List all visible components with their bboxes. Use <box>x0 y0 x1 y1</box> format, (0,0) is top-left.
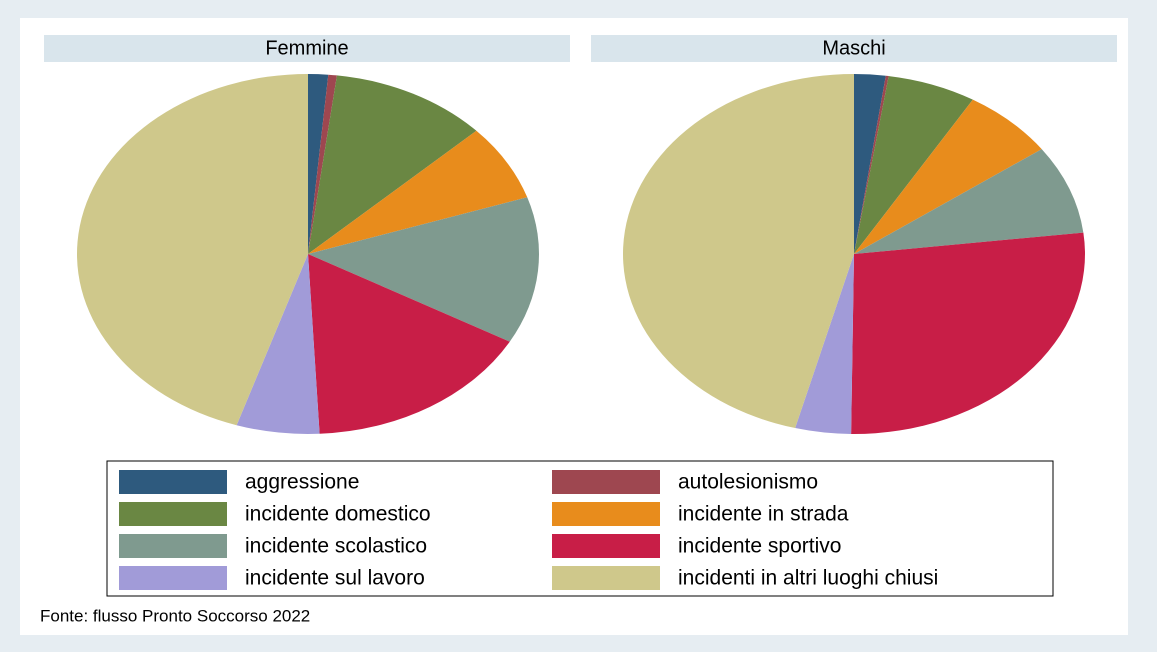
legend-label: incidenti in altri luoghi chiusi <box>678 567 938 590</box>
pie-slice <box>308 130 528 254</box>
legend-swatch <box>552 566 660 590</box>
pie-slice <box>236 254 320 434</box>
pie-slice <box>308 74 329 254</box>
legend-label: incidente sul lavoro <box>245 567 425 590</box>
legend-swatch <box>552 502 660 526</box>
pie-slice <box>851 232 1085 434</box>
legend-swatch <box>119 534 227 558</box>
legend-swatch <box>119 566 227 590</box>
legend-swatch <box>552 534 660 558</box>
strip <box>44 35 570 62</box>
pie-slice <box>308 75 477 254</box>
source-note: Fonte: flusso Pronto Soccorso 2022 <box>40 606 310 625</box>
legend-swatch <box>552 470 660 494</box>
pie-slice <box>854 99 1042 254</box>
legend-label: incidente in strada <box>678 503 849 526</box>
chart-title: Femmine <box>265 37 348 59</box>
pie-slice <box>308 197 539 342</box>
pie-slice <box>308 254 510 434</box>
legend-swatch <box>119 502 227 526</box>
pie-slice <box>854 75 889 254</box>
pie-slice <box>854 76 973 254</box>
legend-swatch <box>119 470 227 494</box>
legend-label: incidente scolastico <box>245 535 427 558</box>
pie-slice <box>622 74 854 429</box>
pie-slice <box>854 149 1084 254</box>
legend-label: autolesionismo <box>678 471 818 494</box>
pie-slice <box>795 254 854 434</box>
chart-title: Maschi <box>822 37 885 59</box>
pie-slice <box>854 74 886 254</box>
legend-label: incidente domestico <box>245 503 431 526</box>
strip <box>591 35 1117 62</box>
pie-slice <box>308 74 337 254</box>
legend-label: aggressione <box>245 471 359 494</box>
legend-label: incidente sportivo <box>678 535 841 558</box>
pie-slice <box>76 74 308 426</box>
